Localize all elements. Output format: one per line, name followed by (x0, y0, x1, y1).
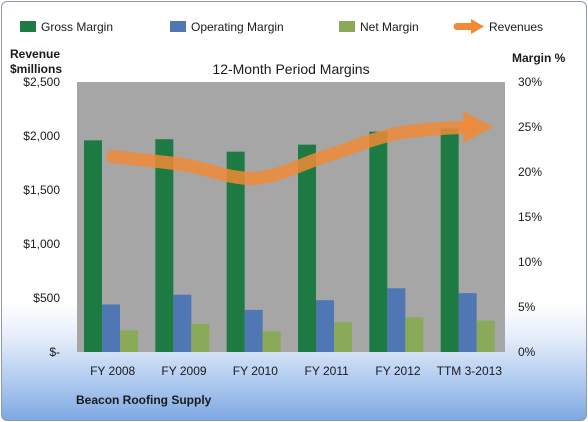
right-tick-label: 10% (518, 255, 542, 269)
right-tick-label: 0% (518, 345, 536, 359)
left-axis-title: Revenue (10, 47, 60, 61)
company-name: Beacon Roofing Supply (76, 393, 212, 407)
bar-gross-margin (298, 144, 316, 352)
bar-net-margin (334, 322, 352, 352)
left-tick-label: $1,000 (23, 237, 60, 251)
x-tick-label: FY 2008 (90, 364, 135, 378)
legend-swatch (20, 21, 36, 32)
bar-gross-margin (369, 131, 388, 352)
left-tick-label: $2,000 (23, 129, 60, 143)
chart-title: 12-Month Period Margins (212, 61, 369, 77)
bar-net-margin (405, 317, 424, 352)
x-tick-label: FY 2011 (305, 364, 350, 378)
left-tick-label: $500 (33, 291, 60, 305)
bar-operating-margin (102, 304, 120, 352)
legend-label: Gross Margin (41, 20, 113, 34)
bar-operating-margin (316, 300, 334, 352)
right-tick-label: 15% (518, 210, 542, 224)
legend-label: Operating Margin (191, 20, 284, 34)
bar-operating-margin (458, 293, 477, 352)
bar-gross-margin (84, 140, 102, 352)
bar-net-margin (191, 323, 210, 352)
revenues-line (106, 120, 476, 185)
bar-operating-margin (244, 309, 263, 352)
left-axis-title: $millions (10, 62, 62, 76)
left-tick-label: $1,500 (23, 183, 60, 197)
bar-net-margin (120, 330, 138, 352)
bar-net-margin (262, 331, 281, 352)
bar-net-margin (476, 320, 495, 352)
legend-label: Net Margin (360, 20, 419, 34)
legend-swatch (170, 21, 186, 32)
revenues-arrow-head (463, 111, 494, 143)
x-tick-label: FY 2012 (375, 364, 420, 378)
right-tick-label: 20% (518, 165, 542, 179)
x-tick-label: TTM 3-2013 (437, 364, 503, 378)
bar-operating-margin (173, 294, 192, 352)
right-tick-label: 5% (518, 300, 536, 314)
left-tick-label: $- (49, 345, 60, 359)
right-tick-label: 30% (518, 75, 542, 89)
legend-swatch (339, 21, 355, 32)
bar-operating-margin (387, 288, 406, 352)
bar-gross-margin (440, 128, 459, 352)
right-axis-title: Margin % (512, 51, 566, 65)
x-tick-label: FY 2010 (233, 364, 278, 378)
bar-gross-margin (226, 151, 245, 352)
legend-arrow-head (471, 19, 484, 34)
legend-label: Revenues (489, 20, 543, 34)
right-tick-label: 25% (518, 120, 542, 134)
bar-gross-margin (155, 139, 174, 352)
left-tick-label: $2,500 (23, 75, 60, 89)
x-tick-label: FY 2009 (161, 364, 206, 378)
